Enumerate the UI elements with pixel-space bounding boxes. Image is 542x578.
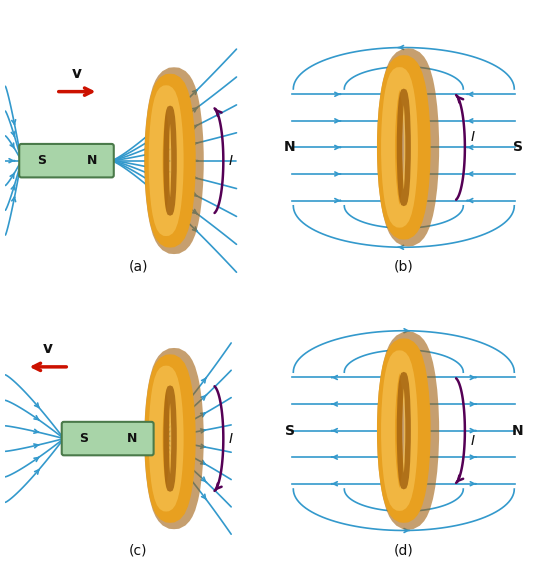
Text: S: S: [79, 432, 88, 445]
Text: (d): (d): [394, 543, 414, 557]
FancyBboxPatch shape: [19, 144, 114, 177]
Text: I: I: [229, 432, 233, 446]
Text: (a): (a): [128, 260, 148, 274]
Text: N: N: [284, 140, 295, 154]
Text: (b): (b): [394, 260, 414, 274]
Text: N: N: [87, 154, 97, 167]
Text: N: N: [512, 424, 524, 438]
Text: I: I: [470, 130, 474, 144]
Text: S: S: [37, 154, 46, 167]
Text: N: N: [127, 432, 137, 445]
Text: S: S: [513, 140, 523, 154]
Text: v: v: [43, 341, 53, 356]
Text: I: I: [470, 434, 474, 448]
FancyBboxPatch shape: [62, 422, 153, 455]
Text: (c): (c): [129, 543, 147, 557]
Text: S: S: [285, 424, 295, 438]
Text: v: v: [72, 66, 82, 81]
Text: I: I: [229, 154, 233, 168]
